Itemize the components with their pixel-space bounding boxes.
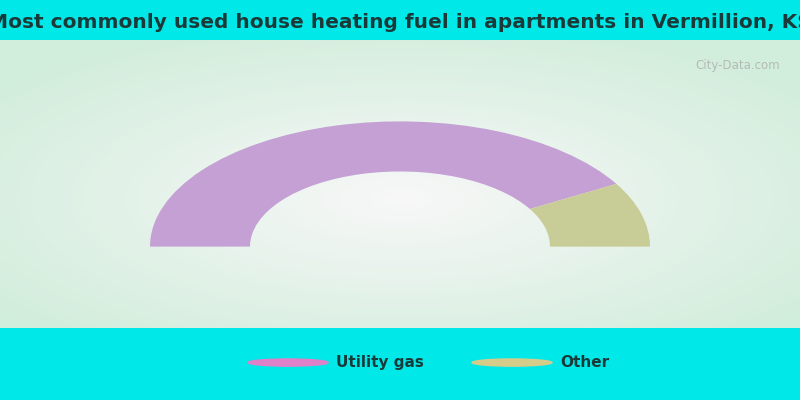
Text: Utility gas: Utility gas xyxy=(336,355,424,370)
Wedge shape xyxy=(530,184,650,247)
Circle shape xyxy=(472,359,552,366)
Text: City-Data.com: City-Data.com xyxy=(695,59,780,72)
Wedge shape xyxy=(150,121,616,247)
Text: Most commonly used house heating fuel in apartments in Vermillion, KS: Most commonly used house heating fuel in… xyxy=(0,12,800,32)
Text: Other: Other xyxy=(560,355,609,370)
Circle shape xyxy=(248,359,328,366)
